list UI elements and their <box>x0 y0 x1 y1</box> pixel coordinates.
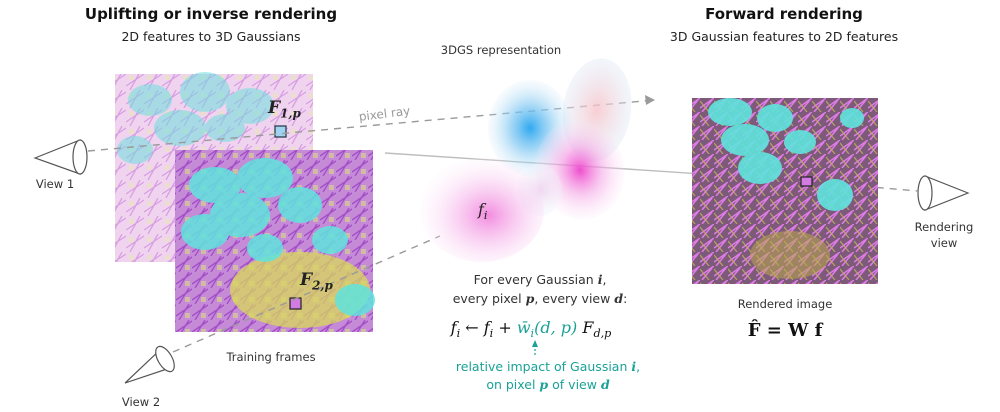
rendering-view-label-1: Rendering <box>914 220 974 234</box>
rendering-view-label-2: view <box>930 236 958 250</box>
camera-view2 <box>124 345 175 384</box>
camera-rendering-view <box>917 175 970 211</box>
left-panel-subtitle: 2D features to 3D Gaussians <box>121 29 301 44</box>
rendered-image <box>692 98 878 284</box>
rendered-image-label: Rendered image <box>737 297 833 311</box>
gaussian-cluster <box>420 58 632 262</box>
pixel-marker-view1 <box>274 125 287 138</box>
annotation-line-2: on pixel p of view d <box>486 377 610 392</box>
rendered-pixel-marker <box>800 176 813 187</box>
weight-term: w̄i(d, p) <box>516 318 578 341</box>
camera-view1 <box>33 139 88 175</box>
view2-label: View 2 <box>121 395 161 409</box>
gaussian-fi <box>420 158 544 262</box>
feature-label-view2: F2,p <box>300 270 333 293</box>
annotation-arrow <box>532 340 538 355</box>
left-panel-title: Uplifting or inverse rendering <box>84 5 338 23</box>
right-panel-title: Forward rendering <box>705 5 863 23</box>
rule-line-2: every pixel p, every view d: <box>452 291 628 306</box>
pixel-marker-view2 <box>289 297 302 310</box>
forward-equation: F̂ = W f <box>747 320 823 341</box>
training-frame-2 <box>175 150 375 332</box>
feature-label-view1: F1,p <box>268 98 301 121</box>
training-frames-label: Training frames <box>226 350 316 364</box>
rule-line-1: For every Gaussian i, <box>473 272 607 287</box>
right-panel-subtitle: 3D Gaussian features to 2D features <box>669 29 899 44</box>
annotation-line-1: relative impact of Gaussian i, <box>455 359 641 374</box>
update-equation: fi ← fi + w̄i(d, p) Fd,p <box>450 318 612 341</box>
gaussian-feature-label: fi <box>478 200 488 223</box>
view1-label: View 1 <box>35 177 75 191</box>
representation-label: 3DGS representation <box>440 43 562 57</box>
pixel-ray-view2 <box>172 235 441 353</box>
